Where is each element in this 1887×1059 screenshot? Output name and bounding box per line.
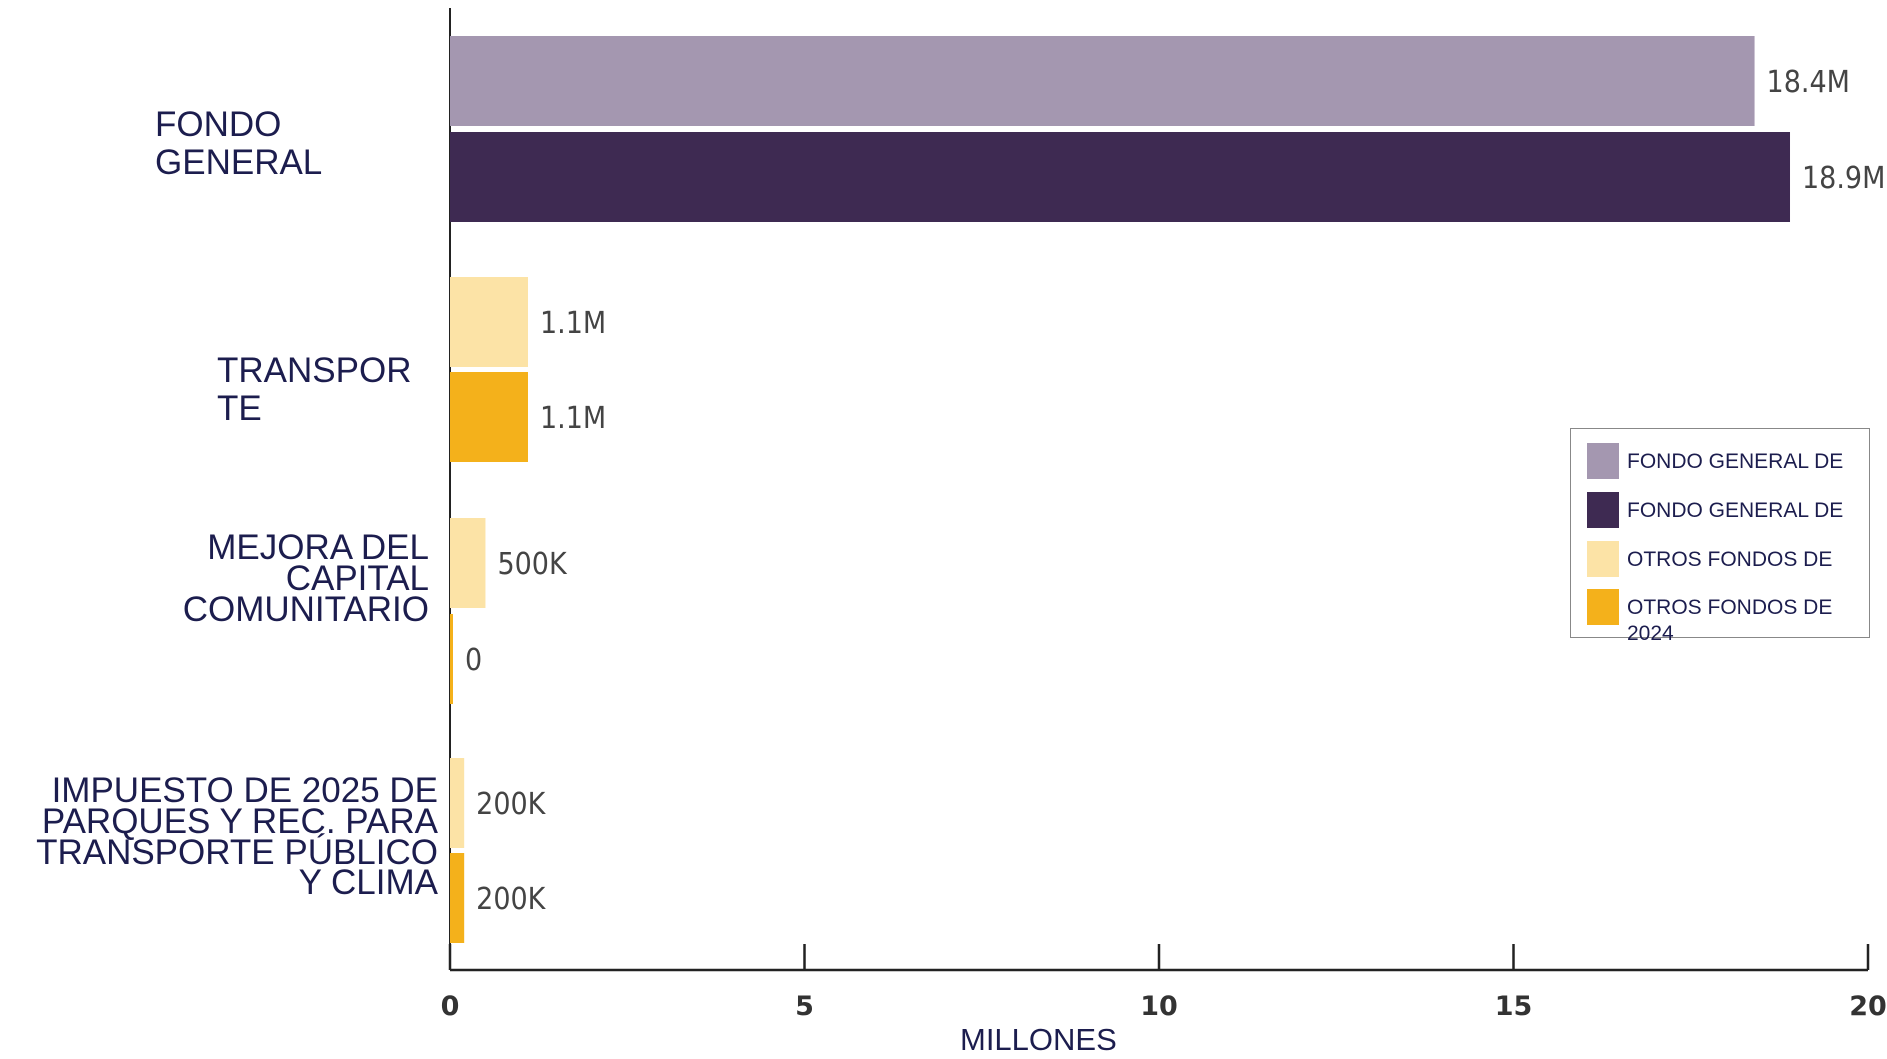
category-label-line: IMPUESTO DE 2025 DE xyxy=(51,771,438,810)
x-tick-label: 10 xyxy=(1140,991,1178,1022)
category-label-line: Y CLIMA xyxy=(298,863,438,903)
category-label-transporte: TRANSPOR TE xyxy=(217,352,411,428)
legend-swatch xyxy=(1587,589,1619,625)
category-label-line: TRANSPORTE PÚBLICO xyxy=(36,832,438,872)
x-axis-title: MILLONES xyxy=(960,1022,1117,1057)
bar-value-label: 1.1M xyxy=(540,306,606,341)
x-tick-label: 5 xyxy=(795,991,814,1022)
bar xyxy=(450,614,453,704)
chart-legend: FONDO GENERAL DE 2023 FONDO GENERAL DE 2… xyxy=(1570,428,1870,645)
category-label-mejora-capital: MEJORA DEL CAPITAL COMUNITARIO xyxy=(182,528,429,629)
legend-item-fondo-general-2023: FONDO GENERAL DE 2023 xyxy=(1587,443,1857,479)
bar-value-label: 500K xyxy=(497,547,568,582)
category-label-line: PARQUES Y REC. PARA xyxy=(41,801,438,841)
x-tick-label: 20 xyxy=(1849,991,1887,1022)
bar-value-label: 200K xyxy=(476,787,547,822)
bar xyxy=(450,36,1755,126)
category-label-fondo-general: FONDO GENERAL xyxy=(155,106,322,182)
bar xyxy=(450,758,465,848)
bar xyxy=(450,372,528,462)
x-tick-label: 15 xyxy=(1495,991,1533,1022)
legend-swatch xyxy=(1587,443,1619,479)
category-label-line: GENERAL xyxy=(155,142,323,182)
x-tick-label: 0 xyxy=(441,991,460,1022)
bar-value-label: 1.1M xyxy=(540,401,606,436)
category-label-line: TE xyxy=(217,388,262,428)
bar xyxy=(450,132,1791,222)
bar-value-label: 200K xyxy=(476,882,547,917)
bar xyxy=(450,518,486,608)
bar xyxy=(450,853,465,943)
legend-label: FONDO GENERAL DE 2023 xyxy=(1627,450,1844,471)
bar-value-label: 0 xyxy=(465,643,482,678)
category-label-line: CAPITAL xyxy=(285,558,429,598)
legend-label: OTROS FONDOS DE 2024 xyxy=(1627,596,1833,645)
legend-label: FONDO GENERAL DE 2024 xyxy=(1627,499,1844,520)
category-label-line: COMUNITARIO xyxy=(182,589,429,629)
legend-item-otros-fondos-2024: OTROS FONDOS DE 2024 xyxy=(1587,589,1857,645)
legend-swatch xyxy=(1587,492,1619,528)
bar-value-label: 18.9M xyxy=(1802,161,1885,196)
legend-item-otros-fondos-2023: OTROS FONDOS DE 2023 xyxy=(1587,541,1857,577)
legend-label: OTROS FONDOS DE 2023 xyxy=(1627,548,1833,569)
category-label-line: TRANSPOR xyxy=(217,351,412,390)
legend-item-fondo-general-2024: FONDO GENERAL DE 2024 xyxy=(1587,492,1857,528)
category-label-line: FONDO xyxy=(155,105,282,144)
legend-swatch xyxy=(1587,541,1619,577)
category-label-impuesto-2025: IMPUESTO DE 2025 DE PARQUES Y REC. PARA … xyxy=(36,771,438,903)
bar-value-label: 18.4M xyxy=(1767,65,1850,100)
bar xyxy=(450,277,528,367)
category-label-line: MEJORA DEL xyxy=(207,528,429,567)
